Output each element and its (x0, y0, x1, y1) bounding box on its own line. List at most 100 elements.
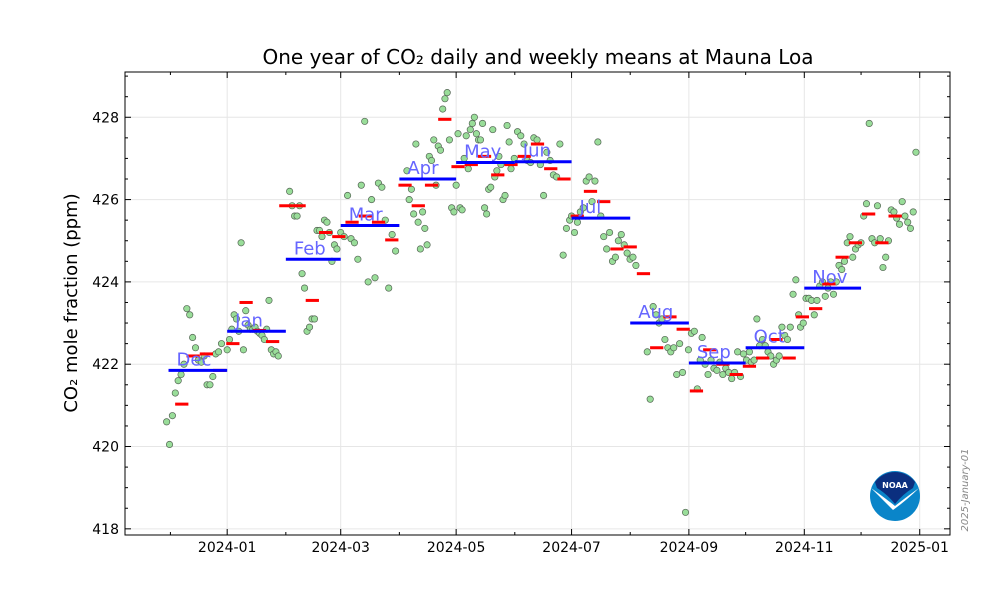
daily-point (470, 113, 478, 121)
daily-point (483, 210, 491, 218)
daily-point (661, 335, 669, 344)
daily-point (745, 348, 753, 356)
daily-point (454, 130, 462, 138)
daily-point (704, 370, 712, 379)
daily-point (912, 148, 920, 156)
daily-point (507, 165, 515, 173)
chart-title: One year of CO₂ daily and weekly means a… (262, 45, 813, 69)
daily-point (209, 373, 217, 381)
daily-point (427, 156, 436, 165)
month-label: Sep (697, 342, 731, 363)
daily-point (713, 366, 721, 374)
daily-point (215, 348, 223, 356)
daily-point (357, 181, 365, 189)
daily-point (286, 187, 294, 195)
daily-point (540, 191, 548, 200)
daily-point (556, 140, 564, 148)
daily-point (594, 138, 602, 146)
daily-point (479, 119, 487, 127)
daily-point (895, 220, 904, 228)
daily-point (436, 146, 445, 154)
daily-point (333, 245, 341, 253)
daily-point (165, 440, 174, 449)
daily-point (614, 237, 622, 245)
daily-point (501, 191, 509, 200)
daily-point (799, 319, 807, 327)
daily-point (783, 335, 792, 344)
month-label: Oct (754, 327, 785, 348)
daily-point (623, 249, 631, 257)
daily-point (293, 212, 301, 220)
daily-point (305, 323, 314, 331)
daily-point (673, 370, 681, 379)
y-tick-label: 418 (92, 522, 119, 538)
daily-point (821, 292, 829, 300)
daily-point (403, 167, 411, 175)
daily-point (585, 173, 593, 181)
daily-point (405, 196, 413, 204)
daily-point (728, 375, 736, 383)
daily-point (629, 253, 637, 261)
noaa-logo: NOAA (870, 471, 920, 521)
month-label: Jul (579, 197, 602, 218)
daily-point (652, 311, 660, 319)
daily-point (600, 233, 608, 241)
y-tick-label: 426 (92, 193, 119, 209)
daily-point (472, 130, 480, 138)
daily-point (849, 253, 857, 261)
daily-point (904, 218, 912, 226)
daily-point (495, 152, 503, 160)
daily-point (481, 204, 489, 212)
month-label: May (464, 142, 502, 163)
daily-point (197, 358, 205, 366)
daily-point (505, 138, 513, 146)
daily-point (559, 251, 567, 259)
daily-point (368, 196, 376, 204)
daily-point (579, 204, 587, 212)
daily-point (468, 119, 476, 127)
daily-point (298, 270, 306, 278)
daily-point (778, 323, 786, 331)
daily-point (350, 239, 358, 247)
daily-point (225, 335, 234, 344)
daily-point (588, 198, 596, 206)
daily-point (274, 352, 282, 360)
daily-point (310, 315, 319, 323)
daily-point (217, 340, 226, 348)
daily-points (163, 89, 920, 516)
daily-point (879, 263, 887, 272)
month-label: Dec (177, 349, 212, 370)
daily-point (378, 183, 386, 191)
x-tick-label: 2025-01 (890, 540, 949, 556)
daily-point (301, 284, 309, 292)
daily-point (439, 105, 447, 113)
daily-point (758, 335, 766, 344)
daily-point (591, 177, 599, 185)
daily-point (719, 370, 727, 379)
month-label: Feb (294, 238, 326, 259)
daily-point (503, 121, 511, 130)
daily-point (450, 208, 458, 216)
daily-point (865, 119, 873, 127)
month-label: Jan (234, 310, 263, 331)
daily-point (862, 200, 871, 208)
daily-point (410, 210, 418, 218)
daily-point (646, 395, 654, 403)
daily-point (617, 231, 625, 239)
daily-point (466, 126, 474, 134)
daily-point (684, 346, 693, 354)
daily-point (890, 208, 898, 216)
daily-point (371, 274, 379, 282)
daily-point (517, 132, 525, 140)
daily-point (846, 233, 854, 241)
month-label: Aug (638, 302, 673, 323)
daily-point (392, 247, 400, 255)
daily-point (573, 218, 581, 226)
daily-point (611, 253, 619, 261)
daily-point (414, 218, 422, 226)
daily-point (493, 167, 501, 175)
daily-point (361, 117, 369, 125)
daily-point (813, 296, 821, 304)
daily-point (909, 208, 917, 216)
